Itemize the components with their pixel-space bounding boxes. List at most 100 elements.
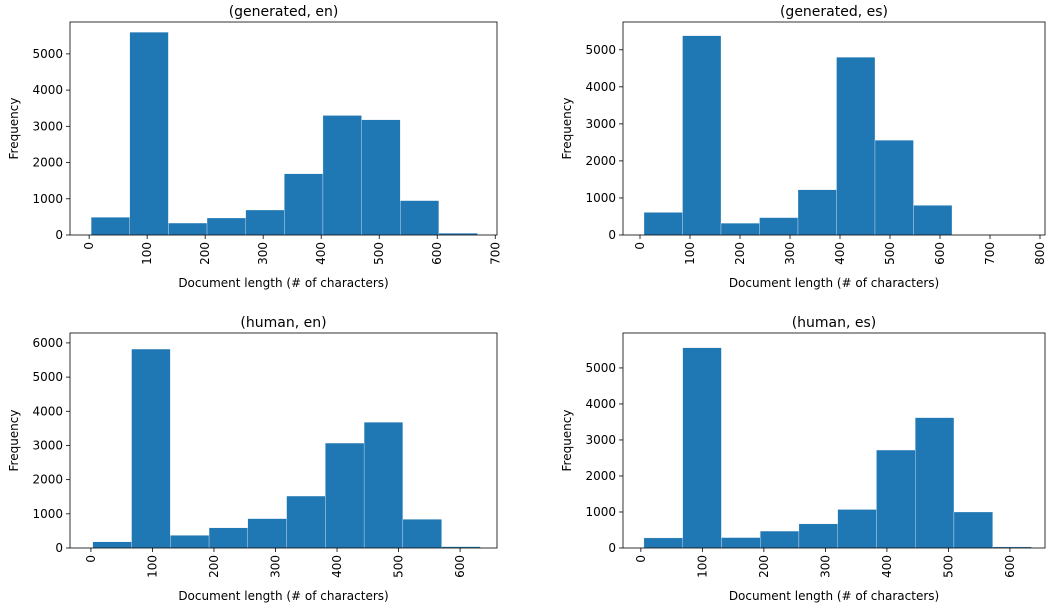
x-axis-label: Document length (# of characters) <box>729 276 939 290</box>
x-tick-label: 400 <box>314 242 328 265</box>
chart-title: (generated, es) <box>780 4 888 20</box>
x-tick-label: 500 <box>372 242 386 265</box>
bar <box>245 209 285 236</box>
y-tick-label: 2000 <box>585 154 616 168</box>
bar <box>129 31 169 236</box>
y-tick-label: 1000 <box>32 507 63 521</box>
bar <box>876 449 916 549</box>
bar <box>797 189 837 236</box>
bar <box>953 511 993 549</box>
x-tick-label: 300 <box>783 242 797 265</box>
y-axis-label: Frequency <box>7 98 21 160</box>
bar <box>721 537 761 549</box>
y-tick-label: 3000 <box>585 433 616 447</box>
bar <box>325 442 365 549</box>
bar <box>874 140 914 236</box>
x-tick-label: 600 <box>1003 555 1017 578</box>
x-tick-label: 300 <box>256 242 270 265</box>
y-tick-label: 2000 <box>32 156 63 170</box>
bar <box>170 535 210 549</box>
y-tick-label: 5000 <box>585 361 616 375</box>
x-tick-label: 200 <box>733 242 747 265</box>
y-tick-label: 5000 <box>32 47 63 61</box>
bar <box>284 173 324 236</box>
x-tick-label: 600 <box>453 555 467 578</box>
bar <box>682 35 722 236</box>
x-tick-label: 500 <box>941 555 955 578</box>
bar <box>208 527 248 549</box>
y-tick-label: 5000 <box>585 43 616 57</box>
x-tick-label: 500 <box>392 555 406 578</box>
x-axis-label: Document length (# of characters) <box>729 589 939 603</box>
x-tick-label: 400 <box>330 555 344 578</box>
bar <box>759 217 799 236</box>
x-tick-label: 700 <box>983 242 997 265</box>
x-tick-label: 400 <box>833 242 847 265</box>
bar <box>643 537 683 549</box>
axes-frame <box>69 21 498 236</box>
x-tick-label: 200 <box>207 555 221 578</box>
x-tick-label: 600 <box>430 242 444 265</box>
x-axis-label: Document length (# of characters) <box>178 276 388 290</box>
x-tick-label: 0 <box>634 555 648 563</box>
bar <box>92 541 132 549</box>
x-tick-label: 700 <box>488 242 502 265</box>
axes-frame <box>69 332 498 549</box>
y-axis-label: Frequency <box>7 410 21 472</box>
bar <box>837 509 877 549</box>
y-tick-label: 3000 <box>32 119 63 133</box>
x-tick-label: 800 <box>1033 242 1047 265</box>
axes-frame <box>622 332 1046 549</box>
y-axis-label: Frequency <box>560 410 574 472</box>
y-tick-label: 6000 <box>32 336 63 350</box>
bar <box>90 217 130 236</box>
y-tick-label: 1000 <box>585 505 616 519</box>
bar <box>363 422 404 549</box>
bar <box>798 523 838 549</box>
bar <box>643 212 683 236</box>
y-tick-label: 0 <box>55 541 63 555</box>
y-tick-label: 0 <box>608 228 616 242</box>
chart-title: (human, es) <box>792 315 877 331</box>
bar <box>402 519 442 549</box>
bar <box>836 57 876 236</box>
y-tick-label: 2000 <box>32 473 63 487</box>
bar <box>400 200 440 236</box>
bar <box>915 417 955 549</box>
y-tick-label: 0 <box>55 228 63 242</box>
y-tick-label: 1000 <box>32 192 63 206</box>
x-tick-label: 300 <box>269 555 283 578</box>
x-tick-label: 100 <box>695 555 709 578</box>
y-tick-label: 4000 <box>32 404 63 418</box>
bar <box>913 205 953 236</box>
x-tick-label: 0 <box>84 555 98 563</box>
x-tick-label: 0 <box>633 242 647 250</box>
x-tick-label: 500 <box>883 242 897 265</box>
x-tick-label: 100 <box>140 242 154 265</box>
bar <box>682 347 722 549</box>
bar <box>760 530 800 549</box>
y-tick-label: 3000 <box>585 117 616 131</box>
x-tick-label: 200 <box>757 555 771 578</box>
chart-title: (generated, en) <box>229 4 339 20</box>
bar <box>361 119 401 236</box>
y-tick-label: 4000 <box>32 83 63 97</box>
bar <box>131 348 171 549</box>
x-tick-label: 100 <box>683 242 697 265</box>
x-tick-label: 300 <box>818 555 832 578</box>
bar <box>168 222 208 236</box>
x-tick-label: 200 <box>198 242 212 265</box>
bar <box>286 495 326 549</box>
x-tick-label: 600 <box>933 242 947 265</box>
chart-title: (human, en) <box>240 315 326 331</box>
bar <box>322 115 362 236</box>
bar <box>247 518 287 549</box>
bar <box>720 222 760 236</box>
y-tick-label: 5000 <box>32 370 63 384</box>
bar <box>206 217 246 236</box>
x-tick-label: 100 <box>145 555 159 578</box>
y-tick-label: 1000 <box>585 191 616 205</box>
y-tick-label: 4000 <box>585 397 616 411</box>
y-tick-label: 3000 <box>32 438 63 452</box>
